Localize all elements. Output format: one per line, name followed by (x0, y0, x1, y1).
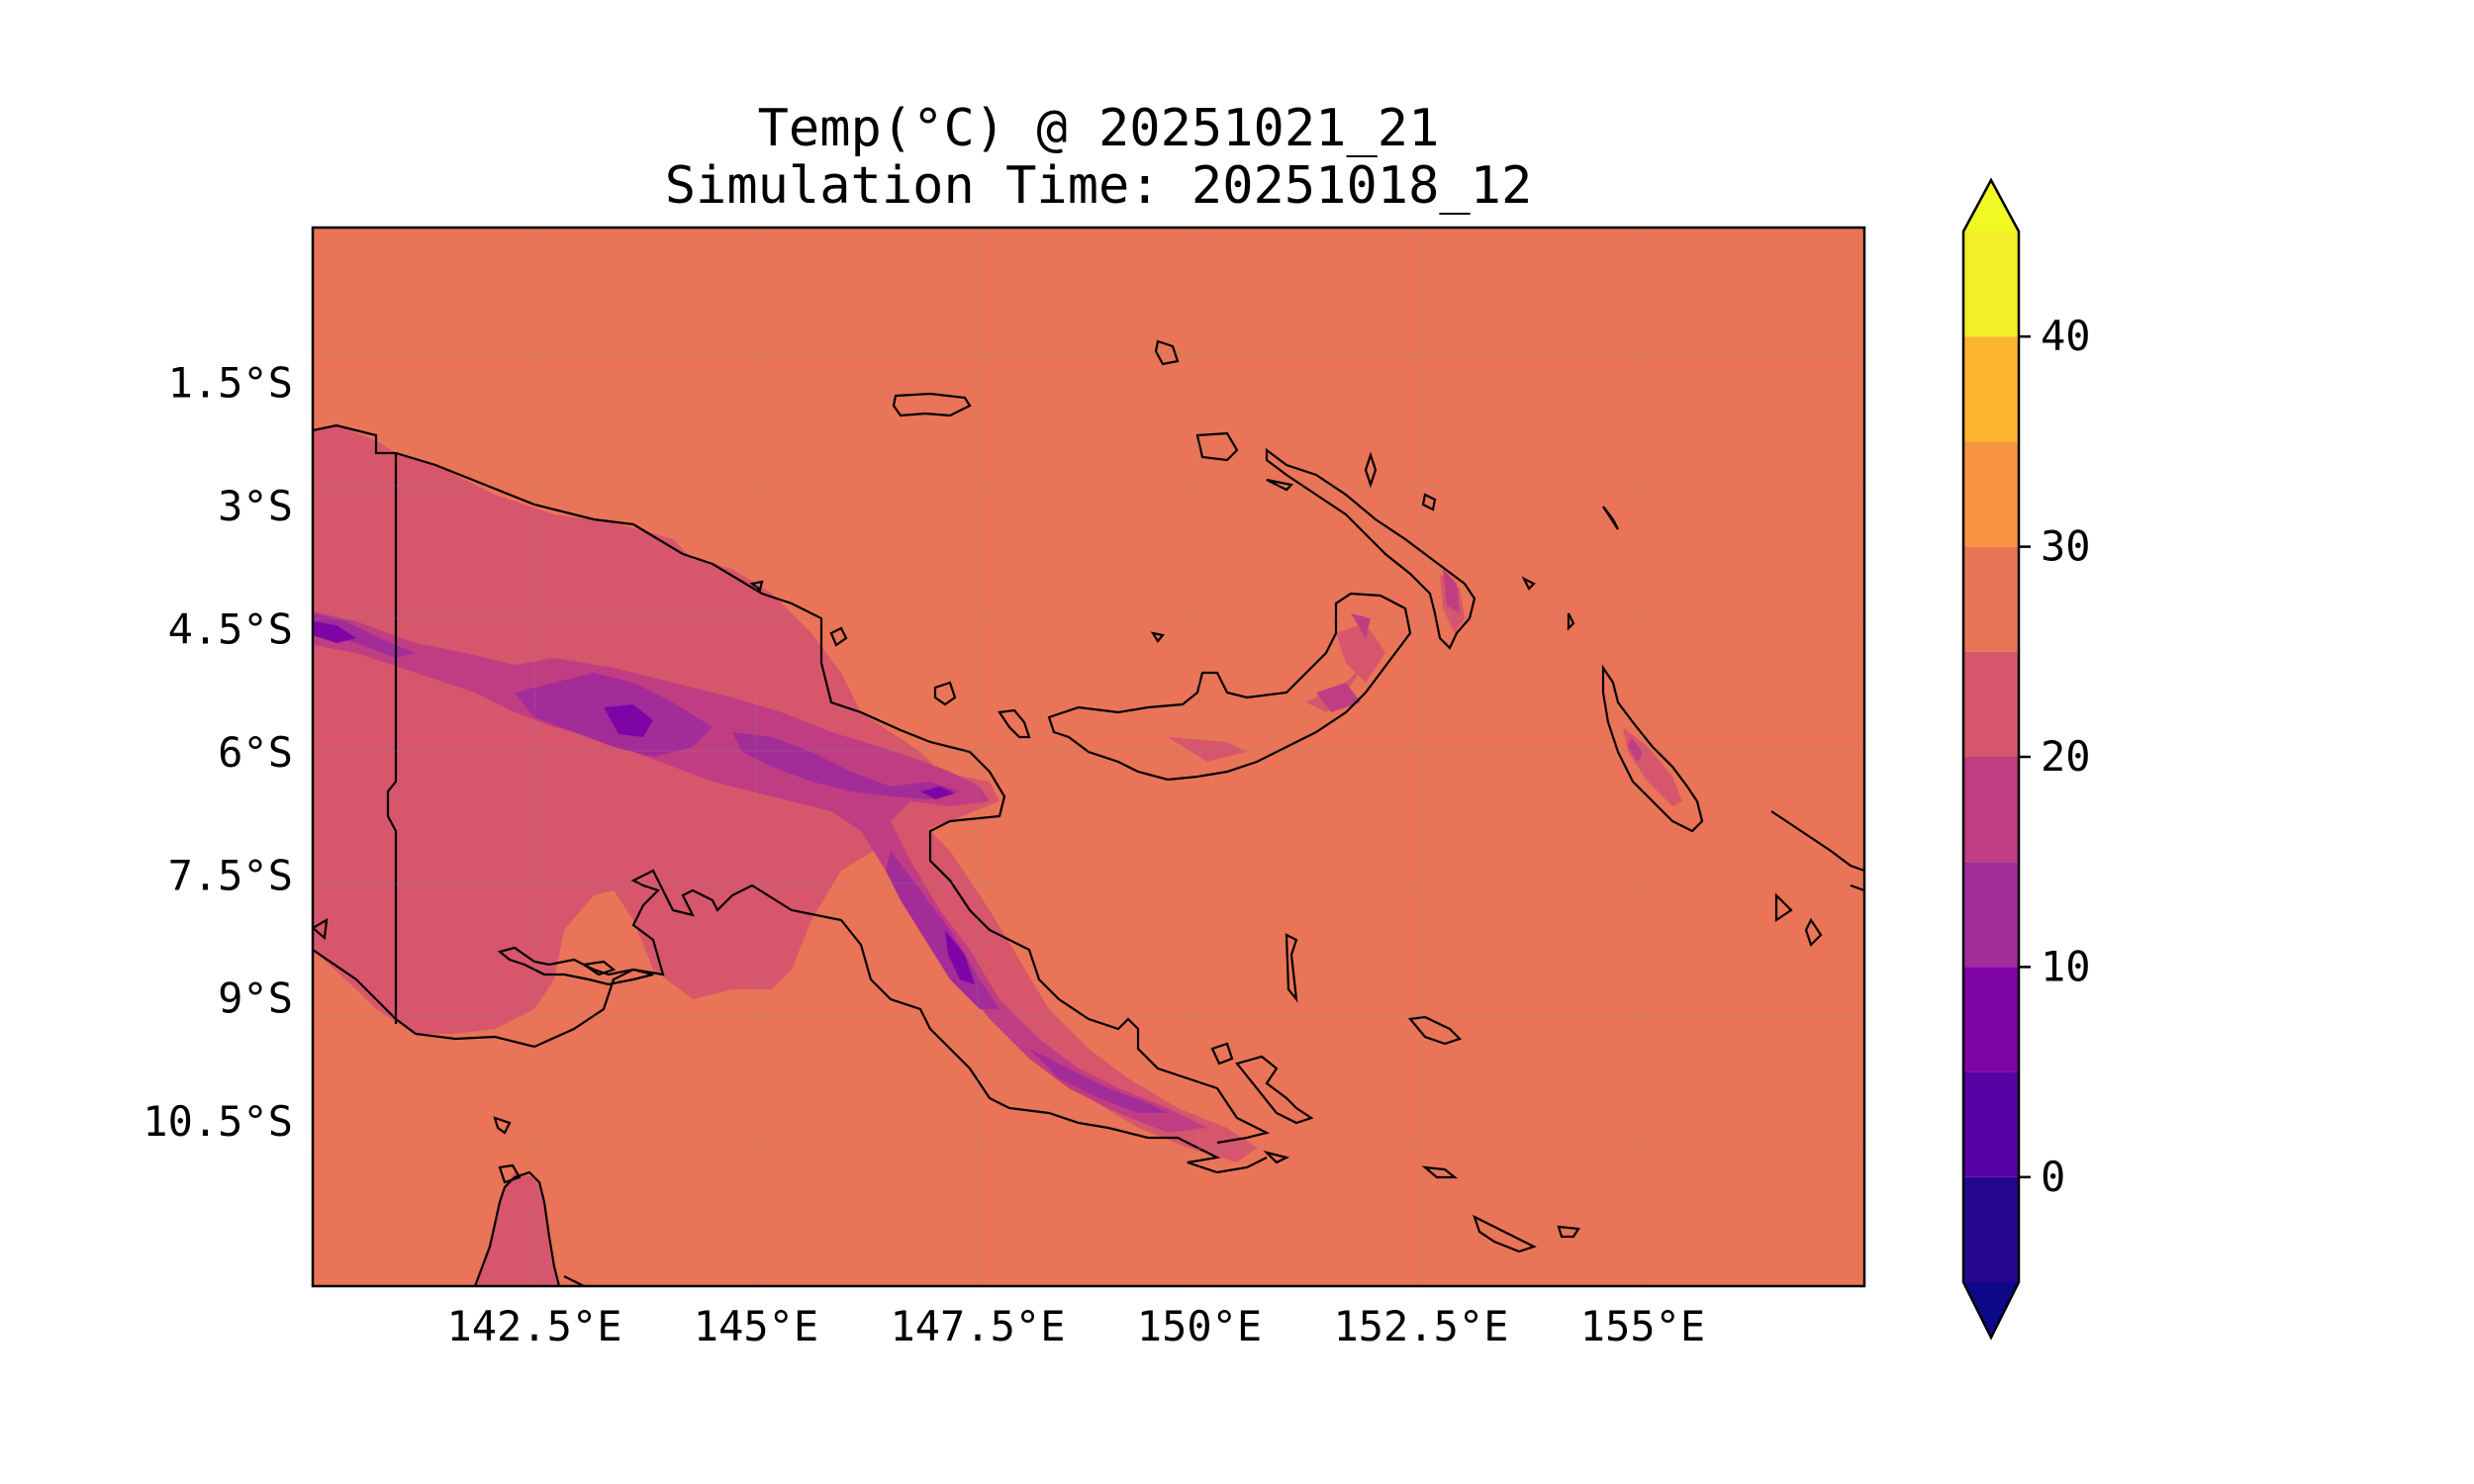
map-frame (311, 226, 1866, 1288)
y-tick-label: 7.5°S (168, 851, 293, 899)
colorbar-segment (1963, 1176, 2019, 1282)
y-tick-label: 6°S (218, 728, 293, 777)
y-tick-label: 4.5°S (168, 604, 293, 653)
x-tick-label: 155°E (1580, 1302, 1705, 1350)
coastline-bougainville (1601, 664, 1704, 833)
x-tick-label: 145°E (694, 1302, 818, 1350)
x-tick-label: 150°E (1137, 1302, 1262, 1350)
gridlines (313, 228, 1864, 1286)
colorbar-over-arrow (1963, 180, 2019, 232)
y-tick-label: 1.5°S (168, 359, 293, 408)
colorbar-tick-label: 0 (2041, 1153, 2065, 1201)
x-tick-label: 152.5°E (1333, 1302, 1508, 1350)
temp-zone-15-20 (1443, 569, 1460, 613)
temp-zone-20-25 (475, 1172, 559, 1286)
colorbar-segment (1963, 1071, 2019, 1177)
x-tick-label: 142.5°E (446, 1302, 621, 1350)
colorbar-tick-label: 30 (2041, 522, 2091, 571)
colorbar-segment (1963, 441, 2019, 547)
coastline (313, 339, 1864, 1286)
colorbar-tick-label: 40 (2041, 312, 2091, 360)
colorbar-outline (1961, 177, 2021, 1341)
colorbar-segment (1963, 651, 2019, 757)
x-axis-ticks: 142.5°E 145°E 147.5°E 150°E 152.5°E 155°E (446, 1302, 1705, 1350)
colorbar-segment (1963, 967, 2019, 1072)
coastline-cape-york (473, 1170, 585, 1286)
coastline-new-britain (1047, 592, 1412, 782)
map-subtitle: Simulation Time: 20251018_12 (664, 156, 1533, 216)
x-tick-label: 147.5°E (890, 1302, 1065, 1350)
coastline-small-islands (493, 339, 1619, 1253)
colorbar-segment (1963, 546, 2019, 652)
colorbar-tick-label: 10 (2041, 942, 2091, 990)
colorbar-segment (1963, 862, 2019, 968)
colorbar-segment (1963, 336, 2019, 442)
colorbar-tick-label: 20 (2041, 732, 2091, 781)
y-tick-label: 3°S (218, 482, 293, 530)
border-indonesia-png (386, 453, 398, 1024)
map-panel (313, 228, 1864, 1286)
temp-zone-15-20 (1628, 737, 1643, 762)
y-tick-label: 9°S (218, 974, 293, 1023)
y-axis-ticks: 1.5°S 3°S 4.5°S 6°S 7.5°S 9°S 10.5°S (143, 359, 293, 1147)
coastline-manus (892, 392, 972, 417)
coastline-new-ireland (1265, 447, 1476, 650)
colorbar-under-arrow (1963, 1282, 2019, 1338)
coastline-lakes (497, 946, 654, 986)
coastline-new-guinea-south (313, 869, 1268, 1174)
coastline-solomons (1770, 810, 1864, 948)
map-title: Temp(°C) @ 20251021_21 (757, 99, 1440, 158)
y-tick-label: 10.5°S (143, 1097, 293, 1146)
colorbar-segment (1963, 232, 2019, 337)
colorbar-segment (1963, 757, 2019, 863)
coastline-west-papua (313, 917, 329, 941)
temp-zone-15-20 (1316, 613, 1371, 712)
coastline-new-guinea-north (313, 423, 1271, 1145)
temp-zone-20-25 (861, 791, 1257, 1162)
colorbar: 0 10 20 30 40 (1961, 177, 2091, 1341)
